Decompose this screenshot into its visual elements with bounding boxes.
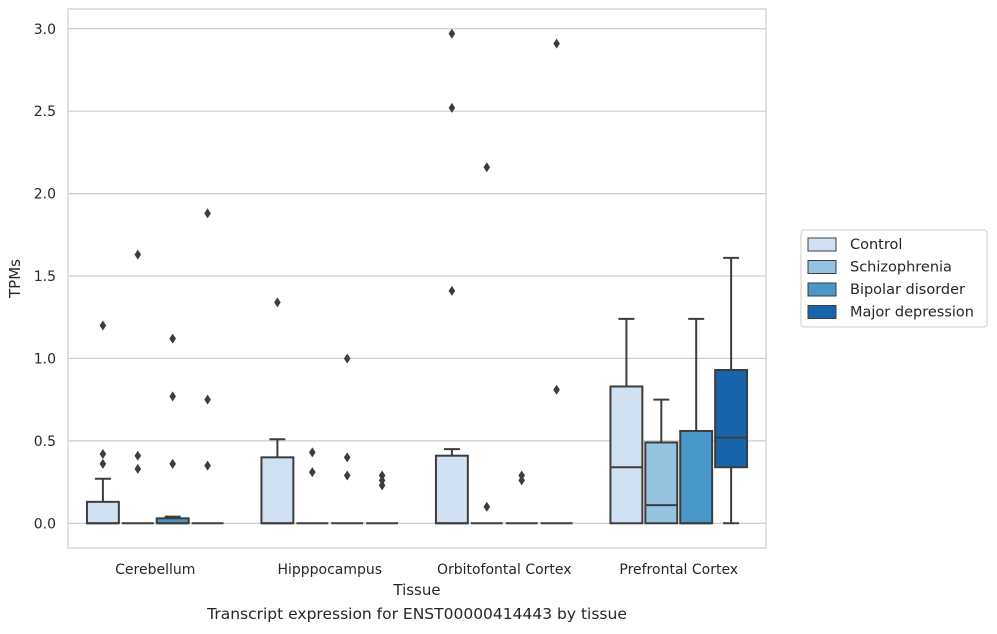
outlier-point: [483, 501, 491, 512]
box-series: [85, 28, 749, 525]
box-control: [609, 317, 644, 525]
legend-entry-label: Bipolar disorder: [850, 282, 965, 298]
outlier-point: [309, 467, 316, 478]
outlier-point: [553, 384, 560, 395]
outlier-point: [204, 208, 211, 219]
outlier-point: [343, 353, 351, 364]
y-axis-label: TPMs: [6, 259, 24, 299]
outlier-point: [343, 452, 351, 463]
outlier-point: [134, 450, 142, 461]
outlier-point: [518, 470, 525, 481]
legend-swatch: [807, 282, 837, 297]
x-tick-label: Orbitofontal Cortex: [437, 562, 572, 578]
y-tick-label: 1.0: [34, 351, 56, 367]
box-major-depression: [191, 208, 224, 525]
outlier-point: [448, 102, 456, 113]
box-body: [85, 500, 120, 525]
box-schizophrenia: [644, 398, 679, 525]
chart-caption: Transcript expression for ENST0000041444…: [207, 605, 627, 623]
outlier-point: [448, 28, 456, 39]
box-body: [260, 456, 295, 525]
box-bipolar-disorder: [679, 317, 714, 525]
box-body: [714, 368, 749, 469]
outlier-point: [169, 391, 176, 402]
y-tick-label: 2.0: [34, 187, 56, 203]
box-body: [644, 441, 679, 525]
outlier-point: [204, 460, 211, 471]
x-tick-label: Cerebellum: [115, 562, 195, 578]
box-schizophrenia: [121, 249, 154, 525]
y-tick-labels: 0.0 0.5 1.0 1.5 2.0 2.5 3.0: [34, 22, 56, 532]
outlier-point: [483, 162, 491, 173]
legend-entry-label: Schizophrenia: [850, 260, 952, 276]
legend-entry-label: Control: [850, 237, 902, 253]
box-bipolar-disorder: [331, 353, 364, 525]
box-bipolar-disorder: [155, 333, 190, 525]
legend-frame: [800, 229, 988, 328]
outlier-point: [99, 449, 107, 460]
box-bipolar-disorder: [505, 470, 538, 525]
outlier-point: [99, 320, 107, 331]
box-body: [609, 385, 644, 525]
box-control: [85, 320, 120, 525]
y-tick-label: 0.5: [34, 434, 56, 450]
outlier-point: [553, 38, 560, 49]
x-tick-labels: Cerebellum Hipppocampus Orbitofontal Corte…: [115, 562, 738, 578]
legend-swatch: [807, 237, 837, 252]
plot-frame: [67, 8, 767, 549]
outlier-point: [448, 285, 456, 296]
x-axis-label: Tissue: [392, 581, 440, 599]
outlier-point: [169, 333, 176, 344]
legend-swatch: [807, 260, 837, 274]
box-schizophrenia: [470, 162, 503, 525]
y-tick-label: 0.0: [34, 516, 56, 532]
outlier-point: [309, 447, 316, 458]
outlier-point: [378, 470, 386, 481]
outlier-point: [134, 463, 142, 474]
outlier-point: [274, 297, 281, 308]
x-tick-label: Hipppocampus: [277, 562, 382, 578]
y-tick-label: 1.5: [34, 269, 56, 285]
y-tick-label: 3.0: [34, 22, 56, 38]
x-tick-label: Prefrontal Cortex: [619, 562, 738, 578]
outlier-point: [99, 458, 107, 469]
outlier-point: [134, 249, 142, 260]
outlier-point: [343, 470, 351, 481]
box-body: [679, 429, 714, 525]
legend-swatch: [807, 305, 837, 319]
y-tick-label: 2.5: [34, 104, 56, 120]
box-control: [434, 28, 469, 525]
legend: Control Schizophrenia Bipolar disorder Majo…: [800, 229, 988, 328]
box-major-depression: [540, 38, 573, 525]
box-major-depression: [714, 256, 749, 525]
box-body: [434, 454, 469, 525]
box-control: [260, 297, 295, 525]
box-major-depression: [366, 470, 399, 525]
box-schizophrenia: [296, 447, 329, 525]
outlier-point: [204, 394, 211, 405]
outlier-point: [169, 458, 176, 469]
legend-entry-label: Major depression: [850, 305, 974, 321]
